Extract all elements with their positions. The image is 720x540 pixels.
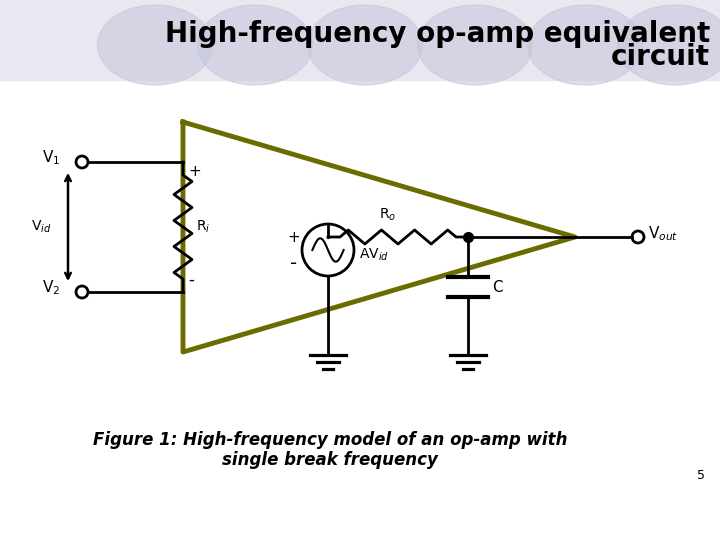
- Text: V$_{id}$: V$_{id}$: [32, 219, 52, 235]
- Text: Figure 1: High-frequency model of an op-amp with: Figure 1: High-frequency model of an op-…: [93, 431, 567, 449]
- Text: V$_{out}$: V$_{out}$: [648, 225, 678, 244]
- Text: C: C: [492, 280, 503, 294]
- Text: High-frequency op-amp equivalent: High-frequency op-amp equivalent: [165, 20, 710, 48]
- Text: -: -: [188, 271, 194, 289]
- Text: V$_2$: V$_2$: [42, 279, 60, 298]
- Text: R$_i$: R$_i$: [196, 219, 210, 235]
- Text: +: +: [287, 231, 300, 246]
- Ellipse shape: [197, 5, 312, 85]
- Text: circuit: circuit: [611, 43, 710, 71]
- Text: +: +: [188, 165, 201, 179]
- Text: single break frequency: single break frequency: [222, 451, 438, 469]
- Bar: [0, 0, 720, 80]
- Text: R$_o$: R$_o$: [379, 207, 397, 223]
- Text: 5: 5: [697, 469, 705, 482]
- Ellipse shape: [528, 5, 642, 85]
- Text: AV$_{id}$: AV$_{id}$: [359, 247, 389, 263]
- Text: -: -: [290, 254, 297, 273]
- Ellipse shape: [418, 5, 533, 85]
- Ellipse shape: [618, 5, 720, 85]
- Ellipse shape: [97, 5, 212, 85]
- Text: V$_1$: V$_1$: [42, 148, 60, 167]
- Ellipse shape: [307, 5, 423, 85]
